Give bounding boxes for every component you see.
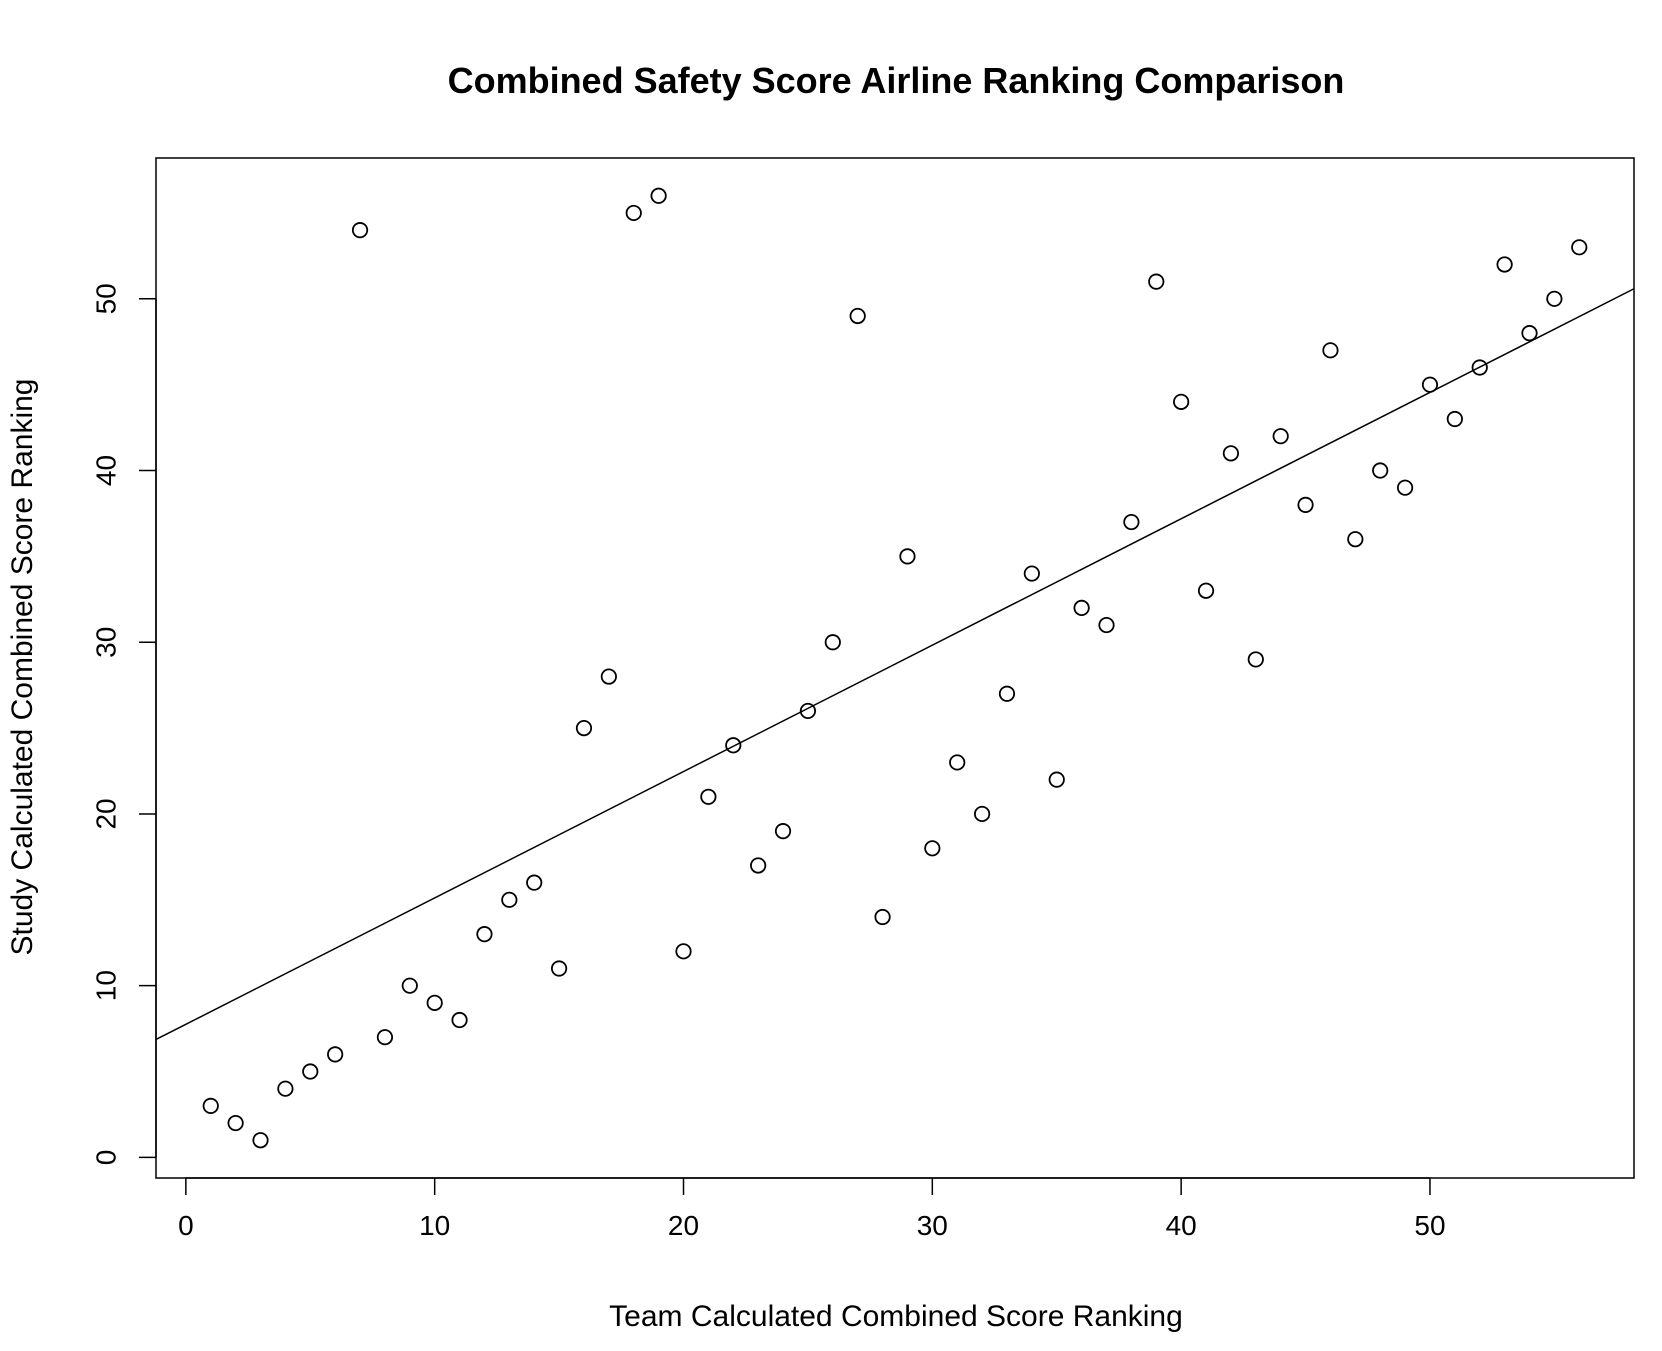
scatter-point — [774, 823, 792, 840]
x-tick-label: 10 — [419, 1210, 450, 1241]
scatter-point — [451, 1011, 468, 1029]
scatter-point — [675, 943, 692, 960]
scatter-point — [1421, 376, 1439, 393]
scatter-point — [750, 857, 767, 874]
scatter-point — [1297, 496, 1314, 513]
scatter-point — [1073, 599, 1090, 616]
scatter-point — [202, 1097, 219, 1114]
regression-line-group — [155, 288, 1635, 1041]
scatter-point — [725, 737, 742, 754]
scatter-point — [501, 891, 518, 908]
scatter-point — [1148, 273, 1165, 290]
scatter-point — [1197, 582, 1215, 599]
scatter-point — [302, 1063, 319, 1080]
scatter-point — [1222, 445, 1240, 462]
scatter-point — [1173, 393, 1190, 410]
scatter-point — [700, 788, 717, 805]
x-tick-label: 30 — [917, 1210, 948, 1241]
y-tick-label: 0 — [90, 1150, 121, 1166]
scatter-point — [1048, 771, 1065, 788]
scatter-point — [476, 926, 493, 943]
scatter-point — [1521, 325, 1538, 342]
scatter-point — [1123, 513, 1140, 531]
scatter-point — [849, 307, 866, 325]
scatter-point — [1098, 616, 1115, 634]
scatter-point — [949, 754, 966, 771]
scatter-point — [650, 187, 667, 204]
scatter-point — [526, 874, 543, 891]
y-tick-label: 20 — [90, 798, 121, 829]
scatter-point — [799, 702, 817, 720]
scatter-point — [575, 720, 593, 737]
x-tick-label: 40 — [1166, 1210, 1197, 1241]
scatter-point — [1446, 410, 1463, 428]
scatter-point — [426, 994, 443, 1011]
scatter-point — [1496, 256, 1513, 273]
y-axis: 0 10 20 30 40 50 — [90, 283, 157, 1166]
scatter-point — [376, 1029, 394, 1046]
scatter-point — [973, 805, 991, 823]
scatter-point — [1372, 462, 1389, 479]
scatter-point — [401, 977, 418, 994]
scatter-point — [1571, 239, 1588, 256]
x-axis: 0 10 20 30 40 50 — [178, 1177, 1446, 1241]
scatter-point — [550, 960, 568, 977]
y-tick-label: 50 — [90, 283, 121, 314]
x-axis-label: Team Calculated Combined Score Ranking — [609, 1300, 1183, 1333]
scatter-point — [1023, 565, 1040, 582]
scatter-point — [1471, 359, 1488, 376]
scatter-point — [998, 685, 1016, 702]
regression-line — [155, 288, 1635, 1041]
scatter-point — [1322, 342, 1339, 359]
scatter-point — [351, 222, 369, 239]
scatter-point — [824, 634, 841, 651]
scatter-point — [227, 1114, 244, 1132]
scatter-point — [252, 1132, 269, 1149]
scatter-point — [924, 840, 941, 857]
scatter-point — [277, 1080, 294, 1097]
scatter-point — [1546, 290, 1563, 307]
scatter-point — [327, 1046, 344, 1063]
scatter-point — [874, 908, 891, 926]
scatter-point — [1272, 428, 1289, 445]
y-axis-label: Study Calculated Combined Score Ranking — [6, 379, 39, 956]
x-tick-label: 0 — [178, 1210, 194, 1241]
x-tick-label: 50 — [1414, 1210, 1445, 1241]
scatter-point — [600, 668, 617, 685]
plot-frame — [155, 157, 1635, 1179]
y-tick-label: 10 — [90, 970, 121, 1001]
scatter-point — [1247, 651, 1264, 668]
scatter-point — [1396, 479, 1414, 496]
y-tick-label: 40 — [90, 455, 121, 486]
scatter-point — [899, 548, 916, 565]
x-tick-label: 20 — [668, 1210, 699, 1241]
y-tick-label: 30 — [90, 627, 121, 658]
data-points — [202, 187, 1588, 1149]
scatter-point — [1347, 531, 1364, 548]
chart-title: Combined Safety Score Airline Ranking Co… — [448, 60, 1345, 101]
scatter-point — [625, 204, 642, 222]
